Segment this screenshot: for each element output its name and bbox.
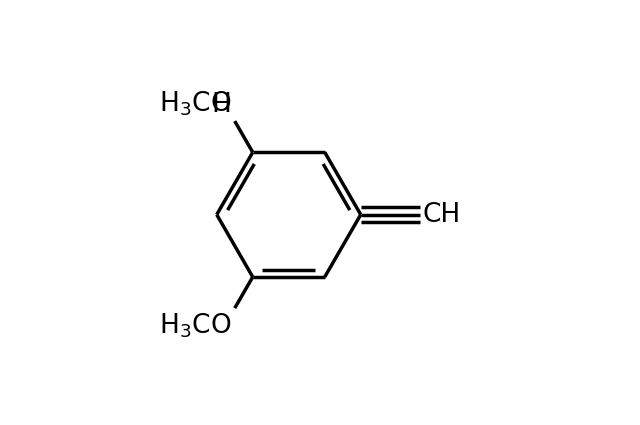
Text: H$_3$CO: H$_3$CO [159, 312, 232, 340]
Text: H: H [212, 92, 232, 118]
Text: CH: CH [422, 201, 461, 228]
Text: H$_3$CO: H$_3$CO [159, 89, 232, 118]
